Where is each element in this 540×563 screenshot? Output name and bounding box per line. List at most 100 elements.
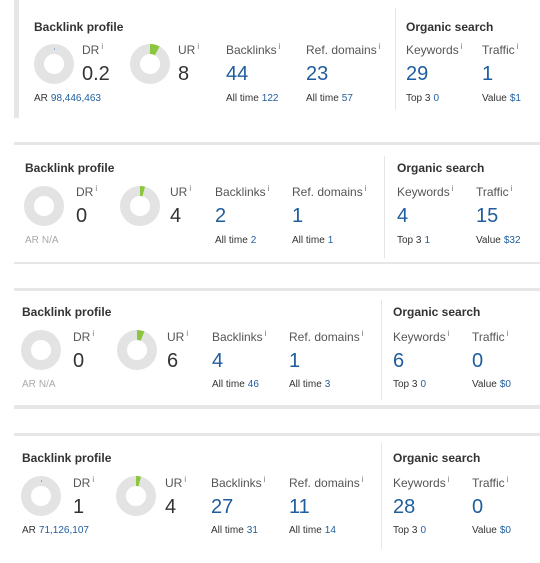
traffic-value-link[interactable]: 0 bbox=[472, 350, 484, 372]
ref-domains-alltime-link[interactable]: 14 bbox=[324, 525, 336, 536]
panel-top-border bbox=[14, 433, 540, 436]
keywords-top3-link[interactable]: 1 bbox=[424, 235, 431, 246]
backlinks-alltime: All time 122 bbox=[226, 93, 278, 104]
traffic-info-icon[interactable]: i bbox=[510, 184, 513, 193]
dr-donut-chart bbox=[21, 330, 61, 370]
site-metrics-panel-1: Backlink profile DR i 0.2 UR i 8 AR 98,446,… bbox=[0, 0, 540, 118]
dr-info-icon[interactable]: i bbox=[101, 42, 104, 51]
backlinks-alltime: All time 31 bbox=[211, 525, 258, 536]
keywords-top3-link[interactable]: 0 bbox=[420, 525, 427, 536]
panel-left-border bbox=[14, 0, 19, 118]
traffic-value-link[interactable]: 15 bbox=[476, 205, 499, 227]
ur-donut-track bbox=[120, 186, 160, 226]
traffic-value-link[interactable]: 1 bbox=[482, 63, 494, 85]
backlinks-alltime: All time 2 bbox=[215, 235, 256, 246]
dr-value: 0 bbox=[76, 205, 88, 227]
backlinks-alltime-link[interactable]: 122 bbox=[261, 93, 279, 104]
ref-domains-label: Ref. domains i bbox=[292, 184, 367, 200]
ref-domains-alltime-link[interactable]: 1 bbox=[327, 235, 334, 246]
ur-label-text: UR bbox=[167, 330, 185, 344]
dr-label: DR i bbox=[82, 42, 104, 58]
top3-label: Top 3 bbox=[393, 525, 418, 536]
dr-label-text: DR bbox=[76, 185, 94, 199]
keywords-value-link[interactable]: 29 bbox=[406, 63, 429, 85]
keywords-info-icon[interactable]: i bbox=[460, 42, 463, 51]
traffic-info-icon[interactable]: i bbox=[506, 329, 509, 338]
ar-value: N/A bbox=[41, 235, 59, 246]
ref-domains-value-link[interactable]: 1 bbox=[292, 205, 304, 227]
backlinks-info-icon[interactable]: i bbox=[278, 42, 281, 51]
backlinks-value-link[interactable]: 27 bbox=[211, 496, 234, 518]
keywords-top3-link[interactable]: 0 bbox=[433, 93, 440, 104]
keywords-value-link[interactable]: 6 bbox=[393, 350, 405, 372]
traffic-label: Traffic i bbox=[472, 329, 509, 345]
ur-donut-chart bbox=[116, 476, 156, 516]
traffic-value-amount: $0 bbox=[499, 525, 511, 536]
ar-value-link[interactable]: 98,446,463 bbox=[50, 93, 101, 104]
keywords-info-icon[interactable]: i bbox=[447, 475, 450, 484]
ar-value-link[interactable]: 71,126,107 bbox=[38, 525, 89, 536]
ref-domains-alltime-link[interactable]: 57 bbox=[341, 93, 353, 104]
keywords-info-icon[interactable]: i bbox=[451, 184, 454, 193]
backlinks-value-link[interactable]: 4 bbox=[212, 350, 224, 372]
keywords-label: Keywords i bbox=[393, 475, 450, 491]
ref-domains-info-icon[interactable]: i bbox=[378, 42, 381, 51]
backlinks-info-icon[interactable]: i bbox=[263, 475, 266, 484]
keywords-value-link[interactable]: 4 bbox=[397, 205, 409, 227]
ref-domains-alltime-link[interactable]: 3 bbox=[324, 379, 331, 390]
backlink-profile-title: Backlink profile bbox=[34, 20, 124, 34]
dr-info-icon[interactable]: i bbox=[92, 475, 95, 484]
ur-info-icon[interactable]: i bbox=[197, 42, 200, 51]
traffic-info-icon[interactable]: i bbox=[506, 475, 509, 484]
ur-info-icon[interactable]: i bbox=[186, 329, 189, 338]
backlinks-info-icon[interactable]: i bbox=[264, 329, 267, 338]
ref-domains-value-link[interactable]: 11 bbox=[289, 496, 310, 518]
ref-domains-info-icon[interactable]: i bbox=[361, 329, 364, 338]
ref-domains-info-icon[interactable]: i bbox=[364, 184, 367, 193]
ur-value: 6 bbox=[167, 350, 179, 372]
ref-domains-value-link[interactable]: 1 bbox=[289, 350, 301, 372]
backlinks-label-text: Backlinks bbox=[212, 330, 263, 344]
ref-domains-label: Ref. domains i bbox=[289, 329, 364, 345]
section-divider bbox=[395, 8, 396, 110]
panel-bottom-border bbox=[14, 405, 540, 409]
site-metrics-panel-4: Backlink profile DR i 1 UR i 4 AR 71,126,10… bbox=[0, 433, 540, 557]
ar-rank: AR 98,446,463 bbox=[34, 93, 101, 104]
dr-info-icon[interactable]: i bbox=[92, 329, 95, 338]
backlinks-value-link[interactable]: 44 bbox=[226, 63, 249, 85]
traffic-label-text: Traffic bbox=[472, 476, 505, 490]
keywords-label: Keywords i bbox=[397, 184, 454, 200]
ref-domains-label-text: Ref. domains bbox=[292, 185, 363, 199]
ur-label-text: UR bbox=[170, 185, 188, 199]
ur-donut-chart bbox=[130, 44, 170, 84]
ref-domains-info-icon[interactable]: i bbox=[361, 475, 364, 484]
traffic-value-amount: $1 bbox=[509, 93, 521, 104]
traffic-info-icon[interactable]: i bbox=[516, 42, 519, 51]
ref-domains-label-text: Ref. domains bbox=[289, 330, 360, 344]
ref-domains-value-link[interactable]: 23 bbox=[306, 63, 329, 85]
backlinks-alltime-link[interactable]: 46 bbox=[247, 379, 259, 390]
top3-label: Top 3 bbox=[397, 235, 422, 246]
ar-label: AR bbox=[25, 235, 39, 246]
keywords-value-link[interactable]: 28 bbox=[393, 496, 416, 518]
value-label: Value bbox=[482, 93, 507, 104]
traffic-value-link[interactable]: 0 bbox=[472, 496, 484, 518]
keywords-top3-link[interactable]: 0 bbox=[420, 379, 427, 390]
backlinks-label: Backlinks i bbox=[215, 184, 270, 200]
backlinks-info-icon[interactable]: i bbox=[267, 184, 270, 193]
alltime-label: All time bbox=[289, 525, 322, 536]
dr-info-icon[interactable]: i bbox=[95, 184, 98, 193]
traffic-label-text: Traffic bbox=[482, 43, 515, 57]
backlinks-alltime-link[interactable]: 31 bbox=[246, 525, 258, 536]
keywords-info-icon[interactable]: i bbox=[447, 329, 450, 338]
backlinks-value-link[interactable]: 2 bbox=[215, 205, 227, 227]
traffic-label-text: Traffic bbox=[472, 330, 505, 344]
ref-domains-alltime: All time 57 bbox=[306, 93, 353, 104]
ur-value: 4 bbox=[170, 205, 182, 227]
dr-donut-chart bbox=[21, 476, 61, 516]
top3-label: Top 3 bbox=[406, 93, 431, 104]
ur-info-icon[interactable]: i bbox=[189, 184, 192, 193]
ur-info-icon[interactable]: i bbox=[184, 475, 187, 484]
backlinks-alltime-link[interactable]: 2 bbox=[250, 235, 257, 246]
